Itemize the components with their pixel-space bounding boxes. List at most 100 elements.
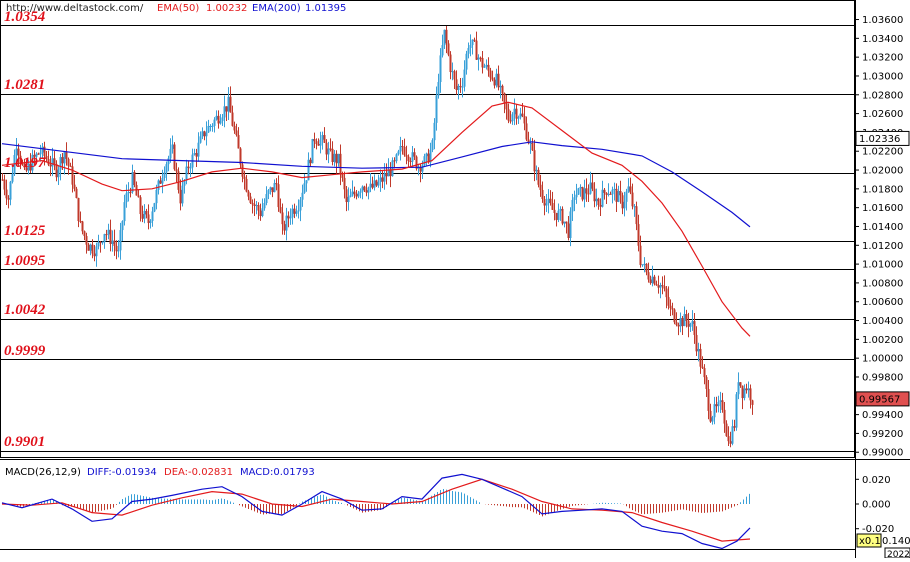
candle-body [699, 348, 702, 367]
candle-body [141, 214, 144, 219]
price-axis-tick-label: 1.03000 [862, 71, 903, 82]
candle-body [431, 140, 434, 151]
candle-body [633, 206, 636, 208]
candle-body [375, 180, 378, 186]
candle-body [619, 191, 622, 196]
candle-body [487, 64, 490, 71]
candle-body [37, 153, 40, 155]
candle-body [641, 264, 644, 266]
candle-body [707, 388, 710, 411]
candle-body [329, 148, 332, 150]
candle-body [131, 172, 134, 193]
candle-body [327, 148, 330, 155]
candle-body [389, 169, 392, 177]
candle-body [285, 215, 288, 231]
macd-axis-tick-label: -0.020 [862, 524, 894, 535]
candle-body [709, 410, 712, 422]
candle-body [525, 123, 528, 140]
candle-body [323, 135, 326, 143]
candle-body [491, 77, 494, 80]
candle-body [105, 234, 108, 236]
candle-body [283, 224, 286, 231]
candle-body [577, 188, 580, 195]
candle-body [603, 189, 606, 193]
candle-body [303, 183, 306, 193]
candle-body [207, 125, 210, 133]
price-axis-tick-label: 1.03200 [862, 53, 903, 64]
candle-body [367, 187, 370, 193]
candle-body [333, 153, 336, 162]
candle-body [311, 139, 314, 164]
candle-body [585, 188, 588, 194]
candle-body [589, 182, 592, 194]
candle-body [317, 144, 320, 146]
candle-body [111, 240, 114, 244]
candle-body [479, 57, 482, 59]
candle-body [423, 156, 426, 166]
candle-body [297, 210, 300, 212]
candle-body [33, 154, 36, 157]
candle-body [531, 142, 534, 151]
candle-body [527, 139, 530, 144]
candle-body [661, 285, 664, 287]
candle-body [291, 208, 294, 218]
candle-body [161, 177, 164, 184]
candle-body [95, 246, 98, 257]
candle-body [197, 142, 200, 157]
candle-body [481, 58, 484, 68]
candle-body [679, 318, 682, 327]
candle-body [301, 192, 304, 200]
candle-body [457, 85, 460, 91]
candle-body [511, 114, 514, 122]
candle-body [243, 176, 246, 179]
candle-body [115, 245, 118, 252]
candle-body [515, 108, 518, 119]
candle-body [241, 164, 244, 177]
candle-body [85, 236, 88, 245]
price-axis-tick-label: 1.02600 [862, 109, 903, 120]
level-label-4: 1.0125 [4, 223, 46, 239]
candle-body [209, 125, 212, 127]
price-axis-tick-label: 1.01000 [862, 260, 903, 271]
candle-body [217, 115, 220, 124]
candle-body [437, 82, 440, 96]
ema50-value: 1.00232 [206, 3, 248, 14]
price-axis-tick-label: 1.00000 [862, 354, 903, 365]
candle-body [657, 285, 660, 288]
candle-body [47, 159, 50, 165]
candle-body [117, 250, 120, 252]
price-axis: 1.03600 1.03400 1.03200 1.03000 1.02800 1.026… [855, 15, 910, 459]
candle-body [151, 211, 154, 221]
candle-body [541, 189, 544, 199]
candle-body [215, 115, 218, 120]
candle-body [73, 184, 76, 189]
candle-body [667, 297, 670, 306]
candle-body [623, 201, 626, 209]
candle-body [213, 119, 216, 126]
level-lines [0, 25, 855, 452]
candle-body [381, 177, 384, 182]
candle-body [199, 136, 202, 143]
candle-body [655, 284, 658, 286]
candle-body [31, 154, 34, 171]
candle-body [659, 285, 662, 288]
candle-body [451, 71, 454, 73]
candle-body [237, 135, 240, 149]
price-axis-tick-label: 1.03600 [862, 15, 903, 26]
candle-body [613, 188, 616, 190]
candle-body [55, 163, 58, 178]
candle-body [267, 190, 270, 195]
candle-body [547, 198, 550, 204]
candle-body [629, 186, 632, 193]
candle-body [19, 155, 22, 163]
candle-body [649, 279, 652, 284]
candle-body [339, 153, 342, 174]
candle-body [677, 324, 680, 327]
candle-body [409, 161, 412, 163]
candle-body [249, 196, 252, 203]
candle-body [321, 135, 324, 140]
candle-body [469, 45, 472, 48]
